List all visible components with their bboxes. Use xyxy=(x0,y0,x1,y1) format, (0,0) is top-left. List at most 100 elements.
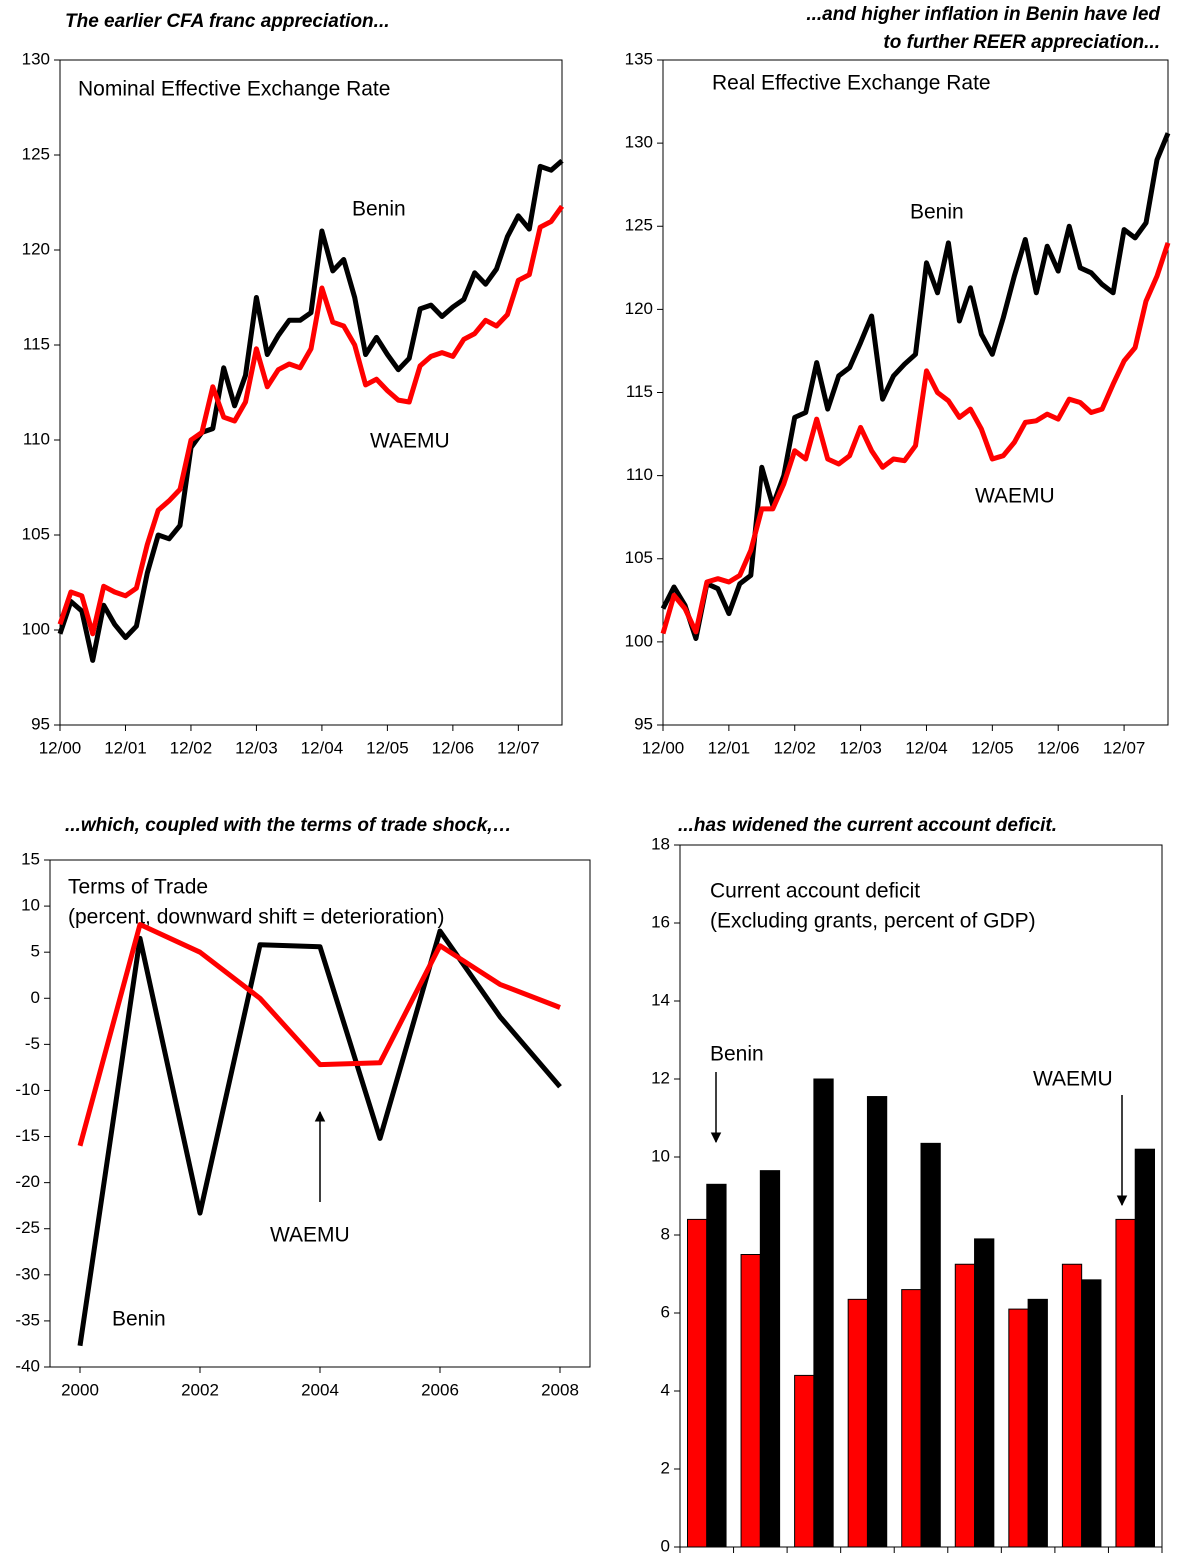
y-tick-label: 110 xyxy=(23,429,50,448)
y-tick-label: 130 xyxy=(625,133,653,152)
annotation: Benin xyxy=(112,1308,166,1331)
annotation: Benin xyxy=(352,198,406,221)
x-tick-label: 12/00 xyxy=(642,738,685,757)
y-tick-label: 8 xyxy=(661,1224,670,1243)
y-tick-label: 2 xyxy=(661,1458,670,1477)
y-tick-label: 115 xyxy=(23,334,50,353)
y-tick-label: 15 xyxy=(21,849,40,868)
annotation: Benin xyxy=(710,1043,764,1066)
y-tick-label: -15 xyxy=(15,1126,40,1145)
chart-title: ...and higher inflation in Benin have le… xyxy=(806,4,1160,25)
x-tick-label: 2000 xyxy=(61,1380,99,1399)
x-tick-label: 12/00 xyxy=(39,738,82,757)
panel-label: Terms of Trade xyxy=(68,876,208,899)
y-tick-label: 6 xyxy=(661,1302,670,1321)
x-tick-label: 12/07 xyxy=(497,738,540,757)
series-line xyxy=(660,242,1171,635)
y-tick-label: 5 xyxy=(31,942,40,961)
x-tick-label: 2002 xyxy=(181,1380,219,1399)
y-tick-label: 125 xyxy=(625,216,653,235)
y-tick-label: 14 xyxy=(651,990,670,1009)
bar xyxy=(686,1218,708,1548)
x-tick-label: 12/03 xyxy=(839,738,882,757)
y-tick-label: 16 xyxy=(651,912,670,931)
series-line xyxy=(660,132,1171,641)
y-tick-label: 130 xyxy=(22,49,50,68)
x-tick-label: 12/02 xyxy=(773,738,816,757)
x-tick-label: 12/06 xyxy=(1037,738,1080,757)
bar xyxy=(866,1096,888,1548)
series-line xyxy=(57,158,564,663)
y-tick-label: 125 xyxy=(22,144,50,163)
bar xyxy=(706,1183,727,1548)
y-tick-label: -10 xyxy=(15,1080,40,1099)
y-tick-label: 12 xyxy=(651,1068,670,1087)
chart-title: ...which, coupled with the terms of trad… xyxy=(65,815,512,836)
bar xyxy=(920,1142,941,1548)
annotation: Benin xyxy=(910,201,964,224)
y-tick-label: 95 xyxy=(31,714,50,733)
series-line xyxy=(77,928,562,1347)
bar xyxy=(794,1374,815,1548)
y-tick-label: 4 xyxy=(661,1380,670,1399)
x-tick-label: 2008 xyxy=(541,1380,579,1399)
panel-label: Current account deficit xyxy=(710,880,920,903)
bar xyxy=(1027,1298,1048,1548)
y-tick-label: 0 xyxy=(31,988,40,1007)
y-tick-label: 100 xyxy=(22,619,50,638)
series-line xyxy=(57,204,565,637)
chart-title: ...has widened the current account defic… xyxy=(678,815,1057,836)
y-tick-label: 105 xyxy=(22,524,50,543)
x-tick-label: 12/04 xyxy=(301,738,344,757)
chart-title: to further REER appreciation... xyxy=(883,32,1160,53)
annotation: WAEMU xyxy=(270,1224,350,1247)
y-tick-label: 18 xyxy=(651,834,670,853)
x-tick-label: 12/01 xyxy=(104,738,147,757)
annotation: WAEMU xyxy=(975,485,1055,508)
series-line xyxy=(77,922,561,1147)
bar xyxy=(1008,1308,1029,1548)
x-tick-label: 2004 xyxy=(301,1380,339,1399)
y-tick-label: -20 xyxy=(15,1172,40,1191)
panel-label: Real Effective Exchange Rate xyxy=(712,72,991,95)
y-tick-label: 95 xyxy=(634,714,653,733)
bar xyxy=(974,1238,995,1548)
bar xyxy=(1134,1148,1156,1548)
y-tick-label: 135 xyxy=(625,49,653,68)
annotation: WAEMU xyxy=(370,430,450,453)
y-tick-label: 115 xyxy=(626,382,653,401)
x-tick-label: 12/04 xyxy=(905,738,948,757)
bar xyxy=(901,1289,922,1548)
bar xyxy=(1081,1279,1102,1548)
x-tick-label: 12/06 xyxy=(432,738,475,757)
bar xyxy=(954,1263,976,1548)
y-tick-label: 100 xyxy=(625,631,653,650)
bar xyxy=(813,1078,834,1548)
bar xyxy=(847,1298,868,1548)
y-tick-label: 10 xyxy=(21,896,40,915)
plot-frame xyxy=(59,59,563,726)
y-tick-label: 10 xyxy=(651,1146,670,1165)
x-tick-label: 12/01 xyxy=(708,738,751,757)
y-tick-label: 0 xyxy=(661,1536,670,1555)
y-tick-label: -35 xyxy=(15,1310,40,1329)
x-tick-label: 12/07 xyxy=(1103,738,1146,757)
panel-label: Nominal Effective Exchange Rate xyxy=(78,78,390,101)
x-tick-label: 2006 xyxy=(421,1380,459,1399)
bar xyxy=(740,1254,761,1548)
panel-label: (Excluding grants, percent of GDP) xyxy=(710,910,1036,933)
bar xyxy=(1115,1218,1136,1548)
y-tick-label: -25 xyxy=(15,1218,40,1237)
plot-frame xyxy=(662,59,1169,726)
bar xyxy=(759,1170,781,1548)
chart-title: The earlier CFA franc appreciation... xyxy=(65,11,390,32)
panel-label: (percent, downward shift = deterioration… xyxy=(68,906,444,929)
y-tick-label: 105 xyxy=(625,548,653,567)
y-tick-label: -40 xyxy=(15,1356,40,1375)
x-tick-label: 12/05 xyxy=(366,738,409,757)
y-tick-label: 120 xyxy=(22,239,50,258)
y-tick-label: -5 xyxy=(25,1034,40,1053)
x-tick-label: 12/05 xyxy=(971,738,1014,757)
annotation: WAEMU xyxy=(1033,1068,1113,1091)
